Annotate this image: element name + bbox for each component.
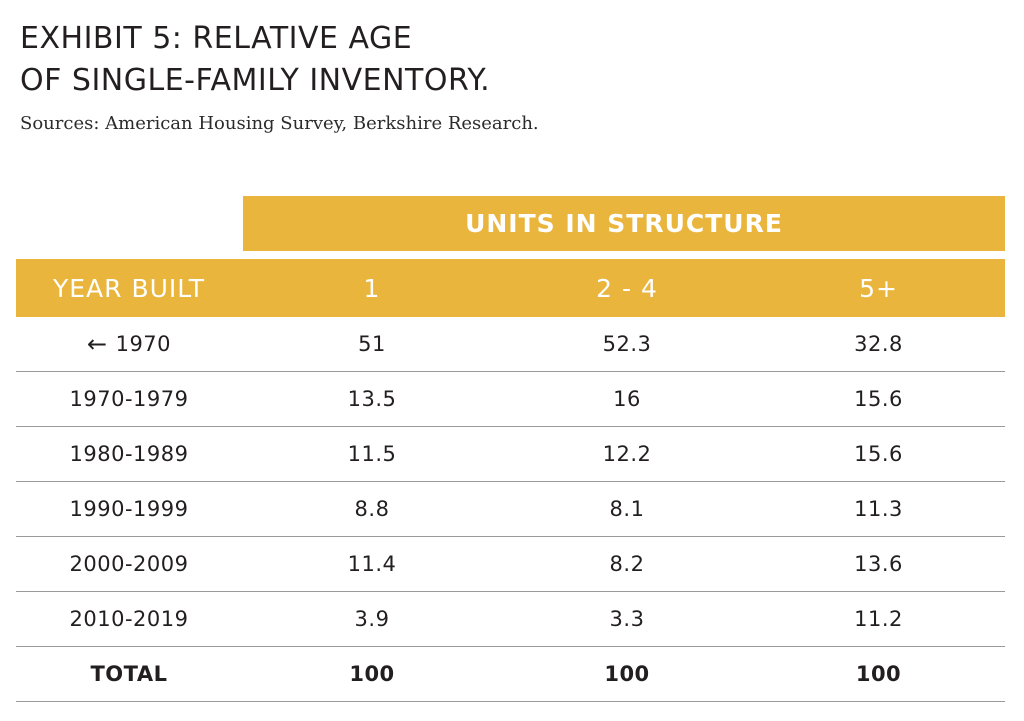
year-cell: 1970-1979: [69, 387, 189, 411]
total-row: TOTAL 100 100 100: [16, 647, 1005, 702]
column-header-row: YEAR BUILT 1 2 - 4 5+: [16, 259, 1005, 317]
year-cell: 1980-1989: [69, 442, 189, 466]
total-units-2-4: 100: [604, 662, 650, 686]
table-row: 1970-1979 13.5 16 15.6: [16, 372, 1005, 427]
units-in-structure-header: UNITS IN STRUCTURE: [243, 196, 1005, 251]
year-cell: 2000-2009: [69, 552, 189, 576]
exhibit-title: EXHIBIT 5: RELATIVE AGE OF SINGLE-FAMILY…: [20, 18, 490, 102]
value-units-1: 3.9: [354, 607, 390, 631]
value-units-2-4: 52.3: [602, 332, 652, 356]
table-row: 1980-1989 11.5 12.2 15.6: [16, 427, 1005, 482]
value-units-1: 11.4: [347, 552, 397, 576]
total-units-1: 100: [349, 662, 395, 686]
value-units-5-plus: 11.3: [854, 497, 903, 521]
year-cell: 2010-2019: [69, 607, 189, 631]
value-units-5-plus: 13.6: [854, 552, 903, 576]
year-cell: 1990-1999: [69, 497, 189, 521]
sources-note: Sources: American Housing Survey, Berksh…: [20, 113, 539, 134]
value-units-2-4: 3.3: [609, 607, 645, 631]
value-units-1: 13.5: [347, 387, 397, 411]
header-units-2-4: 2 - 4: [596, 273, 658, 303]
table-row: 2010-2019 3.9 3.3 11.2: [16, 592, 1005, 647]
table-row: 1990-1999 8.8 8.1 11.3: [16, 482, 1005, 537]
year-cell: ← 1970: [16, 317, 242, 371]
left-arrow-icon: ←: [86, 330, 108, 358]
value-units-5-plus: 11.2: [854, 607, 903, 631]
table-row: 2000-2009 11.4 8.2 13.6: [16, 537, 1005, 592]
value-units-2-4: 12.2: [602, 442, 652, 466]
total-label: TOTAL: [90, 662, 168, 686]
value-units-5-plus: 15.6: [854, 387, 903, 411]
year-label: 1970: [115, 332, 172, 356]
value-units-5-plus: 15.6: [854, 442, 903, 466]
value-units-1: 8.8: [354, 497, 390, 521]
value-units-5-plus: 32.8: [854, 332, 903, 356]
value-units-2-4: 8.2: [609, 552, 645, 576]
header-year-built: YEAR BUILT: [52, 273, 206, 303]
header-units-5-plus: 5+: [859, 273, 898, 303]
value-units-1: 51: [358, 332, 386, 356]
value-units-1: 11.5: [347, 442, 397, 466]
total-units-5-plus: 100: [855, 662, 902, 686]
header-units-1: 1: [363, 273, 381, 303]
title-line-2: OF SINGLE-FAMILY INVENTORY.: [20, 63, 491, 98]
title-line-1: EXHIBIT 5: RELATIVE AGE: [20, 21, 413, 56]
value-units-2-4: 8.1: [609, 497, 645, 521]
value-units-2-4: 16: [613, 387, 641, 411]
table-row: ← 1970 51 52.3 32.8: [16, 317, 1005, 372]
table-body: ← 1970 51 52.3 32.8 1970-1979 13.5 16 15…: [16, 317, 1005, 702]
